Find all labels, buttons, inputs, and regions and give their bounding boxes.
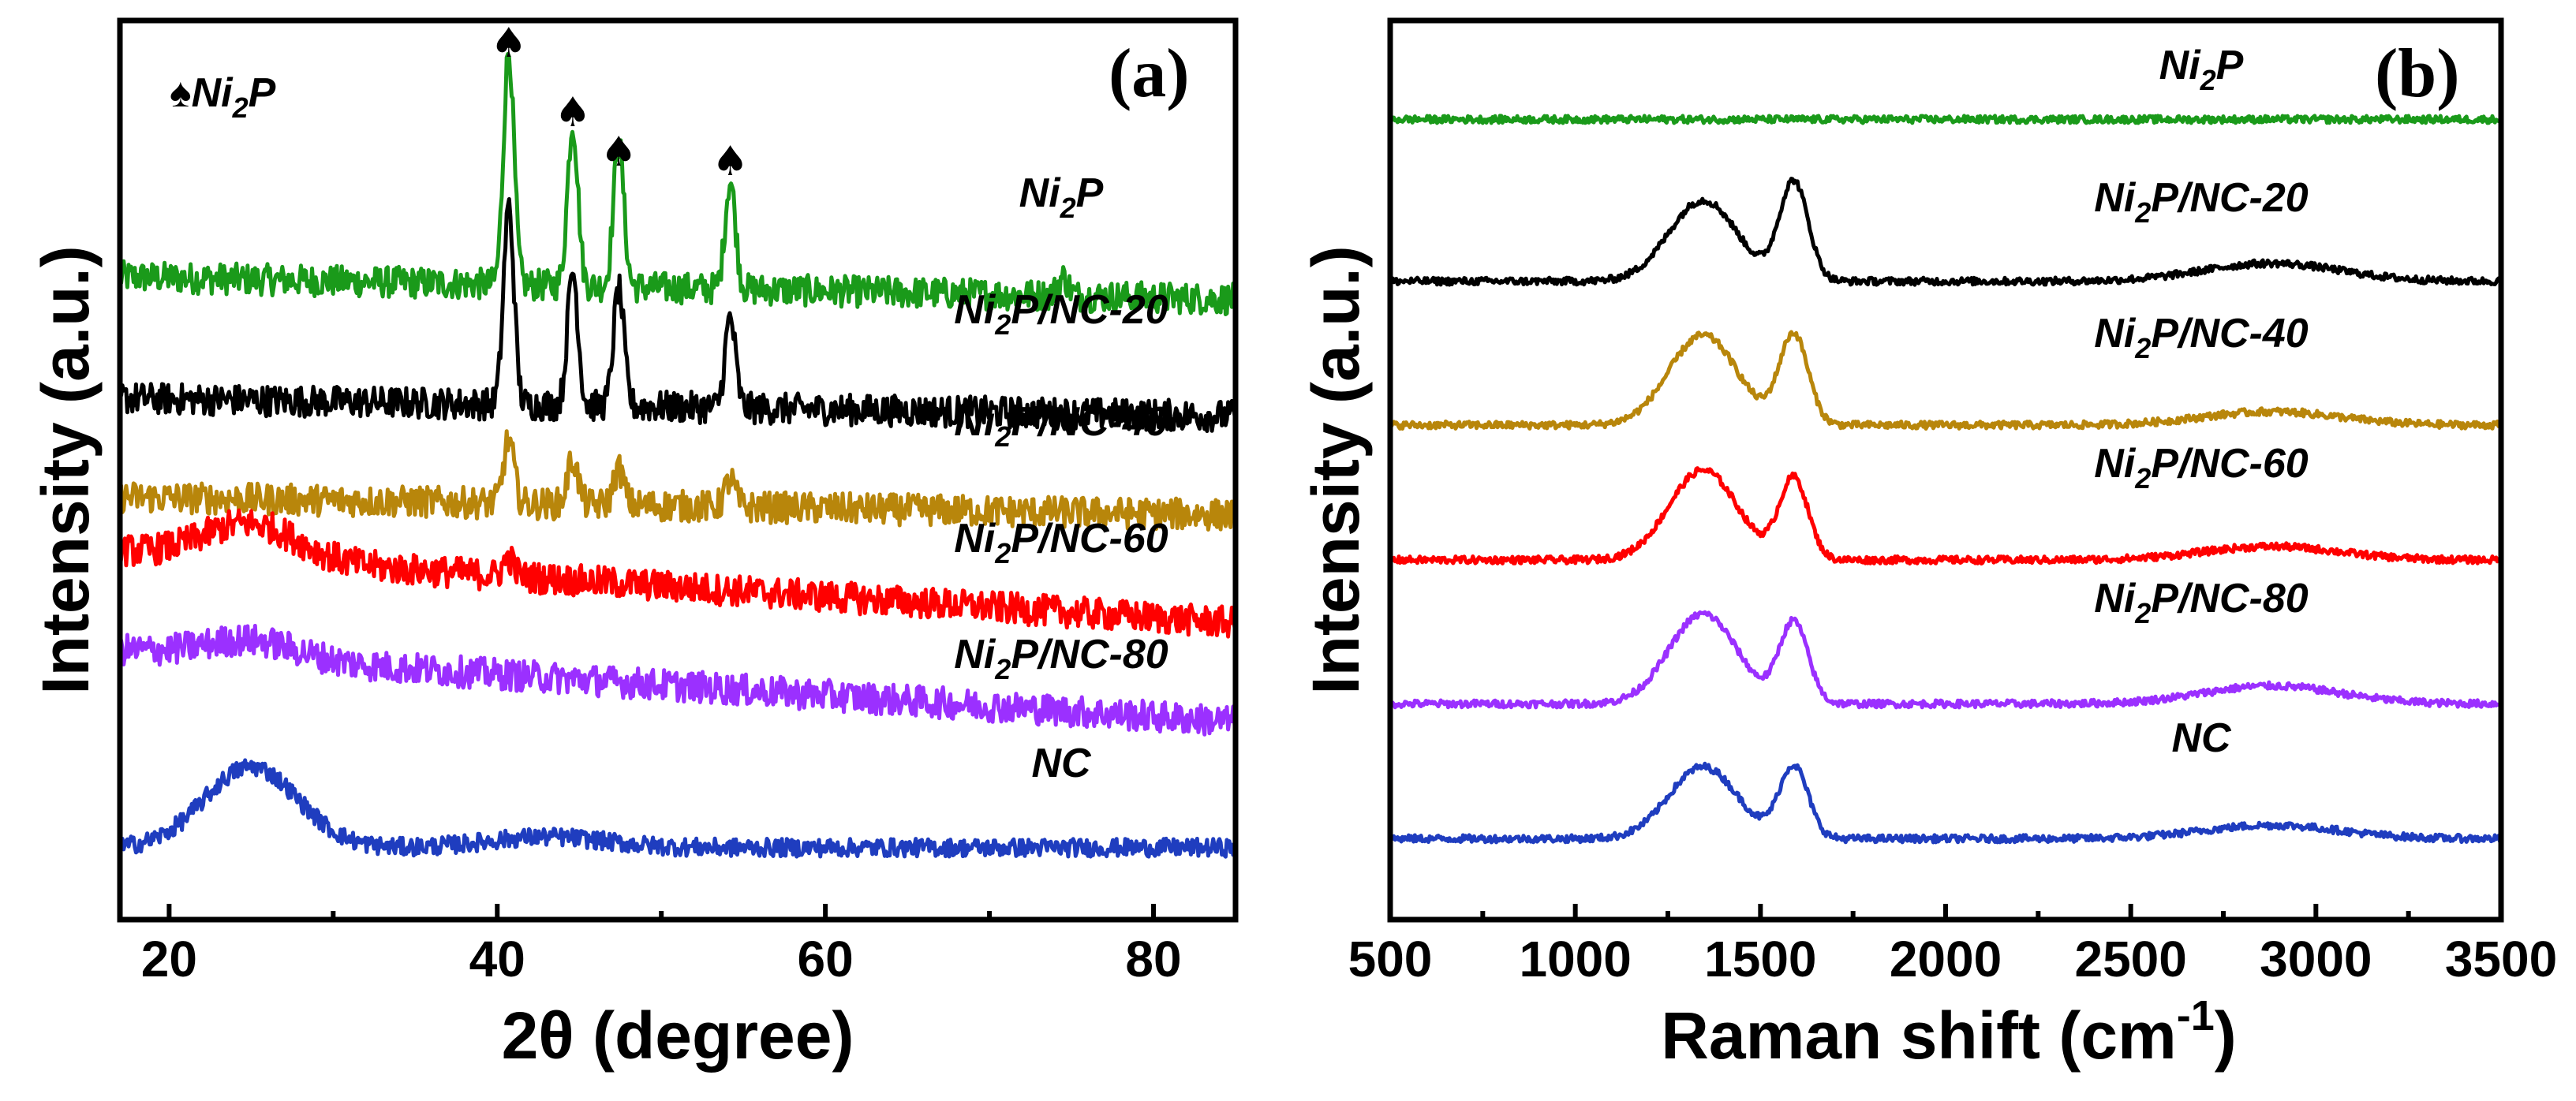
plot-frame	[117, 17, 1239, 923]
series-label-1: Ni2P/NC-20	[2094, 175, 2309, 229]
series-line-ni2p-nc-20	[118, 197, 1238, 433]
panel-label-a: (a)	[1109, 35, 1190, 112]
phase-legend: ♠Ni2P	[170, 70, 276, 124]
x-tick-label: 1500	[1704, 931, 1816, 987]
x-tick-label: 500	[1348, 931, 1433, 987]
y-axis-title: Intensity (a.u.)	[28, 245, 103, 694]
series-line-nc	[1388, 761, 2503, 845]
series-line-ni2p	[1388, 114, 2503, 125]
series-label-4: Ni2P/NC-80	[2094, 576, 2309, 629]
xrd-panel: 20 40 60 80 Ni2P Ni2P/NC-20 Ni2P/NC-40 Ni2P/NC-…	[28, 17, 1239, 1073]
x-tick-label: 2500	[2074, 931, 2186, 987]
series-line-ni2p-nc-80	[118, 624, 1238, 738]
peak-marker: ♠	[712, 138, 749, 185]
x-tick-label: 40	[469, 931, 525, 987]
x-tick-label: 20	[141, 931, 197, 987]
raman-panel: 500 1000 1500 2000 2500 3000 3500 Ni2P Ni2P/NC-2…	[1299, 17, 2557, 1073]
x-tick-label: 2000	[1890, 931, 2002, 987]
series-line-ni2p-nc-20	[1388, 177, 2503, 287]
x-tick-label: 3500	[2445, 931, 2557, 987]
series-line-ni2p-nc-40	[1388, 330, 2503, 431]
series-label-2: Ni2P/NC-40	[954, 399, 1168, 453]
x-tick-label: 3000	[2260, 931, 2372, 987]
series-label-1: Ni2P/NC-20	[954, 287, 1168, 341]
series-line-ni2p-nc-80	[1388, 610, 2503, 710]
peak-marker: ♠	[555, 89, 592, 136]
series-line-nc	[118, 758, 1238, 859]
x-axis-title: Raman shift (cm-1)	[1661, 992, 2236, 1073]
panel-label-b: (b)	[2375, 35, 2460, 112]
series-label-3: Ni2P/NC-60	[2094, 441, 2309, 495]
series-label-4: Ni2P/NC-80	[954, 632, 1168, 685]
series-line-ni2p	[118, 51, 1238, 316]
x-tick-label: 1000	[1519, 931, 1631, 987]
series-line-ni2p-nc-40	[118, 429, 1238, 532]
series-label-3: Ni2P/NC-60	[954, 516, 1168, 569]
plot-frame	[1387, 17, 2504, 923]
x-axis-title: 2θ (degree)	[502, 998, 854, 1073]
series-line-ni2p-nc-60	[118, 508, 1238, 639]
series-label-2: Ni2P/NC-40	[2094, 311, 2309, 364]
x-tick-label: 60	[798, 931, 854, 987]
series-label-0: Ni2P	[2159, 43, 2244, 96]
series-label-5: NC	[1031, 741, 1092, 786]
x-tick-label: 80	[1125, 931, 1181, 987]
series-label-0: Ni2P	[1019, 170, 1104, 224]
y-axis-title: Intensity (a.u.)	[1299, 245, 1373, 694]
peak-marker: ♠	[600, 129, 637, 176]
peak-marker: ♠	[491, 20, 528, 67]
series-label-5: NC	[2171, 715, 2232, 761]
series-line-ni2p-nc-60	[1388, 466, 2503, 565]
